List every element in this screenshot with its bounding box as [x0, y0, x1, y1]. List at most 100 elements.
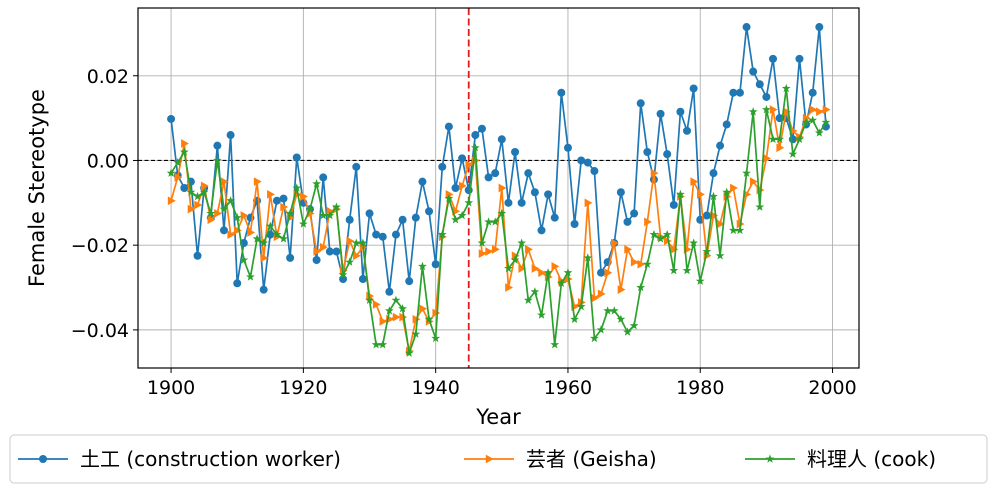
data-point — [551, 261, 560, 271]
data-point — [649, 229, 659, 239]
data-point — [265, 221, 275, 230]
data-point — [226, 196, 235, 205]
data-point — [398, 304, 407, 313]
y-tick-label: 0.00 — [87, 150, 129, 172]
data-point — [775, 134, 784, 144]
data-point — [815, 23, 824, 32]
data-point — [312, 179, 321, 188]
data-point — [292, 153, 301, 162]
data-point — [372, 230, 381, 239]
data-point — [715, 251, 725, 260]
data-point — [477, 124, 486, 133]
data-point — [351, 238, 361, 247]
data-point — [795, 134, 804, 144]
data-point — [709, 169, 718, 178]
data-point — [445, 189, 454, 199]
data-point — [722, 120, 731, 129]
data-point — [702, 211, 711, 220]
data-point — [524, 169, 533, 178]
data-point — [279, 234, 288, 243]
data-point — [319, 173, 328, 182]
data-point — [424, 314, 434, 324]
data-point — [517, 198, 526, 207]
data-point — [464, 186, 473, 195]
data-point — [769, 54, 778, 63]
y-tick-label: −0.02 — [71, 235, 129, 257]
data-point — [742, 23, 751, 32]
data-point — [233, 279, 242, 288]
data-point — [219, 204, 229, 213]
data-point — [232, 213, 242, 222]
data-point — [312, 256, 321, 264]
data-point — [419, 304, 428, 314]
series-line — [170, 87, 827, 355]
data-point — [384, 306, 394, 315]
legend-item-geisha: 芸者 (Geisha) — [464, 447, 657, 471]
data-point — [451, 215, 460, 224]
data-point — [180, 184, 189, 192]
data-point — [617, 285, 626, 295]
data-point — [353, 251, 361, 261]
y-axis-ticks: −0.04 −0.02 0.00 0.02 — [71, 66, 138, 342]
y-axis-title: Female Stereotype — [25, 89, 49, 287]
data-point — [670, 245, 679, 254]
data-point — [763, 153, 771, 163]
data-point — [537, 226, 546, 235]
data-point — [325, 210, 335, 220]
grid-lines — [138, 8, 859, 368]
data-point — [259, 238, 269, 247]
data-point — [431, 260, 440, 269]
data-point — [788, 135, 797, 144]
data-point — [735, 225, 745, 235]
data-point — [729, 88, 738, 97]
x-tick-label: 1920 — [279, 377, 327, 399]
data-point — [167, 114, 176, 123]
data-point — [497, 208, 507, 218]
series-construction — [167, 23, 830, 296]
data-point — [695, 276, 705, 285]
data-point — [768, 134, 778, 144]
data-point — [662, 229, 672, 239]
data-point — [530, 287, 540, 296]
data-point — [220, 177, 229, 187]
data-point — [616, 188, 625, 197]
data-point — [504, 263, 513, 273]
data-point — [458, 154, 467, 163]
data-point — [644, 217, 652, 227]
data-point — [530, 188, 539, 197]
legend-label: 芸者 (Geisha) — [526, 447, 657, 471]
data-point — [669, 265, 679, 275]
legend-item-construction: 土工 (construction worker) — [18, 447, 341, 471]
data-point — [497, 135, 506, 144]
data-point — [505, 283, 514, 292]
data-point — [365, 295, 374, 304]
data-point — [689, 84, 698, 93]
data-point — [352, 162, 361, 171]
data-point — [769, 105, 778, 115]
data-point — [518, 264, 527, 273]
data-point — [531, 264, 540, 273]
data-point — [411, 329, 421, 338]
data-point — [365, 209, 374, 218]
data-point — [563, 143, 572, 152]
data-point — [214, 209, 222, 218]
data-point — [603, 306, 613, 315]
data-point — [260, 253, 269, 263]
data-point — [781, 83, 791, 93]
data-point — [471, 131, 480, 140]
data-point — [372, 300, 381, 309]
data-point — [404, 348, 414, 357]
data-point — [570, 314, 579, 324]
data-point — [538, 268, 547, 278]
data-point — [470, 143, 480, 152]
data-point — [432, 308, 441, 318]
data-point — [193, 191, 202, 201]
data-point — [537, 310, 546, 319]
series-lines — [166, 23, 831, 357]
legend-marker — [39, 455, 47, 463]
data-point — [544, 190, 553, 199]
data-point — [596, 325, 606, 334]
legend-marker — [765, 454, 775, 463]
data-point — [478, 249, 487, 259]
data-point — [583, 158, 592, 167]
